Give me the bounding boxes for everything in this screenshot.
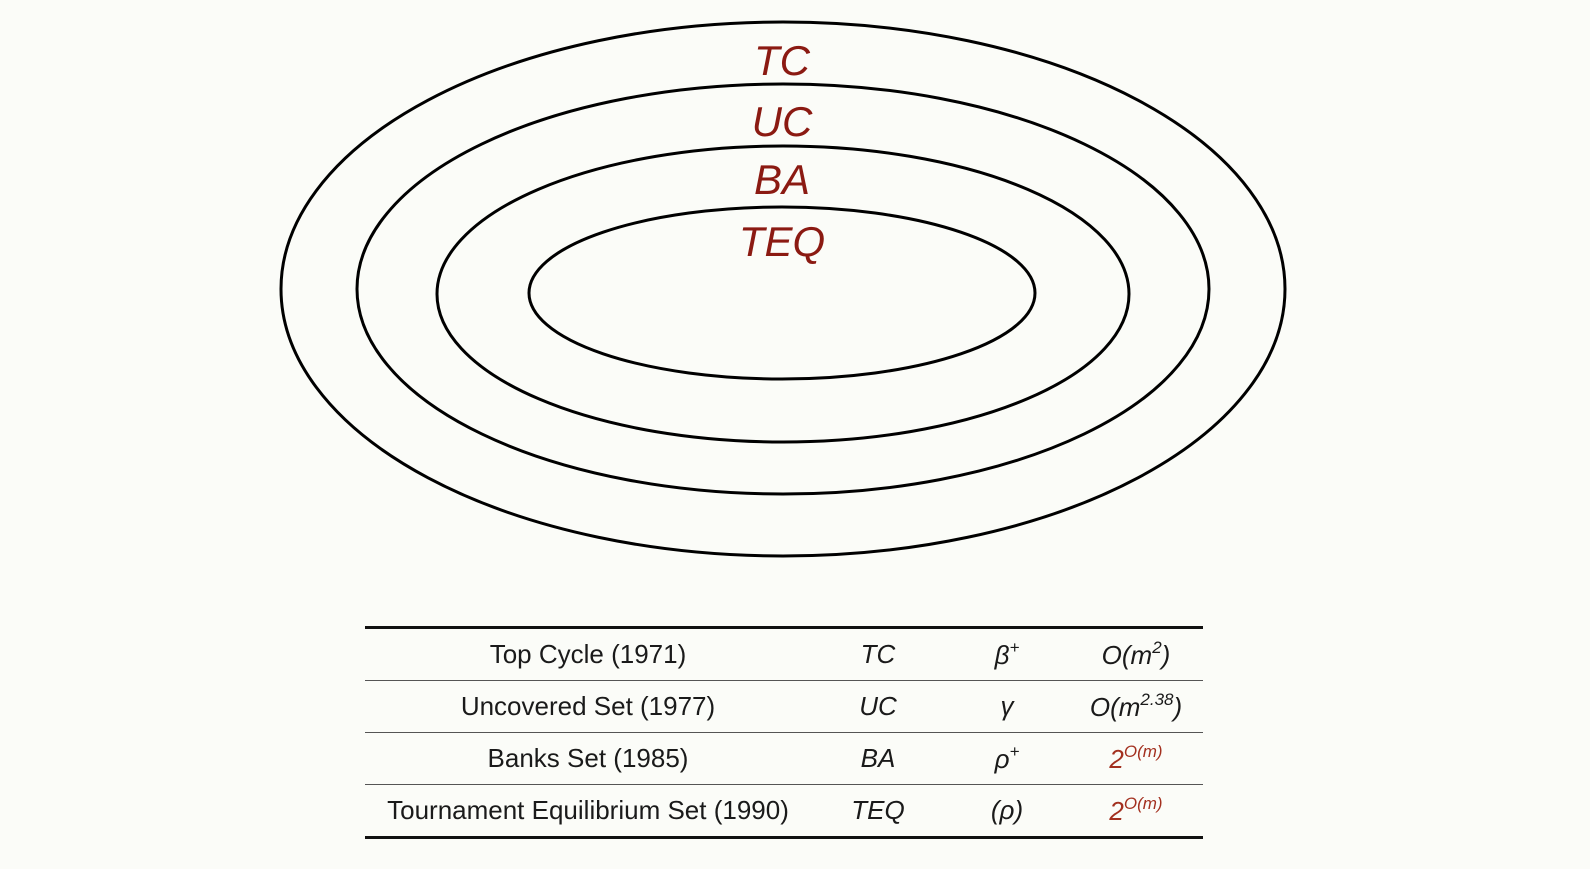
complexity-exponent: O(m) — [1123, 794, 1163, 813]
complexity-tail: ) — [1161, 640, 1171, 670]
ring-label-teq: TEQ — [739, 218, 825, 265]
concept-abbr: UC — [859, 691, 897, 721]
concept-name-cell: Uncovered Set (1977) — [365, 680, 811, 733]
concept-name-cell: Banks Set (1985) — [365, 732, 811, 785]
concept-abbr: TC — [860, 639, 896, 669]
concept-abbr-cell: TC — [811, 627, 945, 681]
complexity-exponent: 2 — [1152, 638, 1162, 657]
concept-symbol: β — [994, 640, 1010, 670]
concept-complexity-cell: O(m2.38) — [1069, 680, 1203, 733]
solution-concepts-table-wrap: Top Cycle (1971) TC β+ O(m2) Uncovered Set (… — [365, 626, 1203, 839]
complexity-base: O(m — [1101, 640, 1153, 670]
concept-name: Top Cycle (1971) — [489, 639, 687, 669]
concept-symbol-sup: + — [1009, 638, 1020, 657]
ring-label-uc: UC — [752, 98, 813, 145]
concept-symbol-sup: + — [1009, 742, 1020, 761]
complexity-base: O(m — [1089, 692, 1141, 722]
table-row: Top Cycle (1971) TC β+ O(m2) — [365, 627, 1203, 681]
complexity-exponent: 2.38 — [1140, 690, 1174, 709]
ring-label-ba: BA — [754, 156, 810, 203]
concept-abbr-cell: UC — [811, 680, 945, 733]
concept-symbol: γ — [1000, 691, 1014, 721]
concept-abbr-cell: BA — [811, 732, 945, 785]
concept-complexity-cell: 2O(m) — [1069, 785, 1203, 838]
concept-symbol-cell: ρ+ — [945, 732, 1069, 785]
complexity-base: 2 — [1109, 796, 1124, 826]
concept-name-cell: Tournament Equilibrium Set (1990) — [365, 785, 811, 838]
concept-complexity-cell: O(m2) — [1069, 627, 1203, 681]
concept-abbr: TEQ — [851, 795, 905, 825]
concept-abbr-cell: TEQ — [811, 785, 945, 838]
ring-uc — [355, 82, 1211, 496]
complexity-base: 2 — [1109, 744, 1124, 774]
ring-teq — [527, 205, 1037, 381]
solution-concepts-table: Top Cycle (1971) TC β+ O(m2) Uncovered Set (… — [365, 626, 1203, 839]
complexity-exponent: O(m) — [1123, 742, 1163, 761]
table-row: Uncovered Set (1977) UC γ O(m2.38) — [365, 680, 1203, 733]
concept-name: Banks Set (1985) — [487, 743, 689, 773]
concept-symbol-cell: β+ — [945, 627, 1069, 681]
complexity-tail: ) — [1173, 692, 1183, 722]
concept-symbol-cell: γ — [945, 680, 1069, 733]
concept-name-cell: Top Cycle (1971) — [365, 627, 811, 681]
ring-ba — [435, 144, 1131, 444]
ring-label-tc: TC — [754, 37, 811, 84]
concept-name: Tournament Equilibrium Set (1990) — [387, 795, 789, 825]
concept-symbol-cell: (ρ) — [945, 785, 1069, 838]
concept-symbol: ρ — [994, 744, 1010, 774]
concept-name: Uncovered Set (1977) — [460, 691, 716, 721]
table-row: Tournament Equilibrium Set (1990) TEQ (ρ) 2… — [365, 785, 1203, 838]
concept-abbr: BA — [860, 743, 896, 773]
ring-tc — [279, 20, 1287, 558]
concept-symbol: (ρ) — [990, 795, 1024, 825]
concept-complexity-cell: 2O(m) — [1069, 732, 1203, 785]
table-row: Banks Set (1985) BA ρ+ 2O(m) — [365, 732, 1203, 785]
nested-ellipses-diagram: TC UC BA TEQ — [279, 20, 1287, 558]
